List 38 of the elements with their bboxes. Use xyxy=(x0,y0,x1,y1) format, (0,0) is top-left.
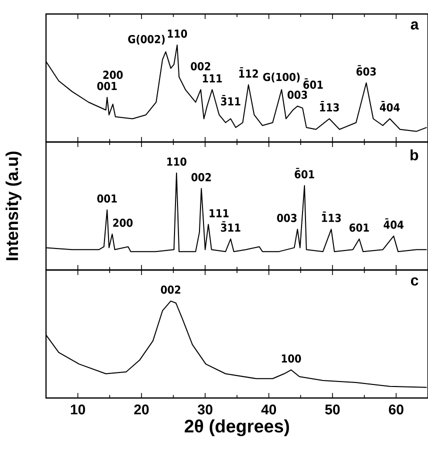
annotation: 4̄04 xyxy=(384,218,404,229)
annotation: 110 xyxy=(167,158,186,166)
x-tick-label: 60 xyxy=(388,404,404,414)
annotation: 1̄12 xyxy=(239,67,258,78)
x-tick-label: 50 xyxy=(325,404,340,414)
annotation: 3̄11 xyxy=(220,95,240,106)
annotation: 100 xyxy=(282,354,301,363)
annotation: 200 xyxy=(113,218,133,227)
annotation: 601 xyxy=(350,223,369,232)
annotation: G(100) xyxy=(263,72,300,82)
annotation: 1̄13 xyxy=(320,101,339,112)
y-axis-title: Intensity (a.u) xyxy=(6,152,22,260)
annotation: 110 xyxy=(168,30,188,38)
annotation: 6̄01 xyxy=(303,78,323,89)
annotation: G(002) xyxy=(128,34,165,45)
x-tick-label: 40 xyxy=(261,404,276,414)
x-tick-label: 20 xyxy=(134,404,149,414)
x-axis-title: 2θ (degrees) xyxy=(184,419,289,436)
x-tick-label: 30 xyxy=(198,404,212,414)
annotation: 111 xyxy=(210,209,229,218)
annotation: 111 xyxy=(202,74,222,82)
annotation: 002 xyxy=(191,173,211,182)
annotation: 6̄03 xyxy=(356,65,376,76)
annotation: 3̄11 xyxy=(220,221,240,232)
annotation: 002 xyxy=(190,62,210,70)
annotation: 1̄13 xyxy=(322,212,341,222)
chart-title: c xyxy=(410,277,418,286)
annotation: 003 xyxy=(277,214,296,222)
annotation: 6̄01 xyxy=(294,168,314,178)
x-tick-label: 10 xyxy=(70,404,86,414)
annotation: 4̄04 xyxy=(380,101,400,112)
annotation: 003 xyxy=(288,90,308,99)
chart-title: a xyxy=(410,21,419,30)
annotation: 001 xyxy=(97,194,117,203)
annotation: 200 xyxy=(103,70,123,79)
chart-title: b xyxy=(410,149,418,160)
annotation: 001 xyxy=(97,82,117,90)
annotation: 002 xyxy=(160,286,180,294)
